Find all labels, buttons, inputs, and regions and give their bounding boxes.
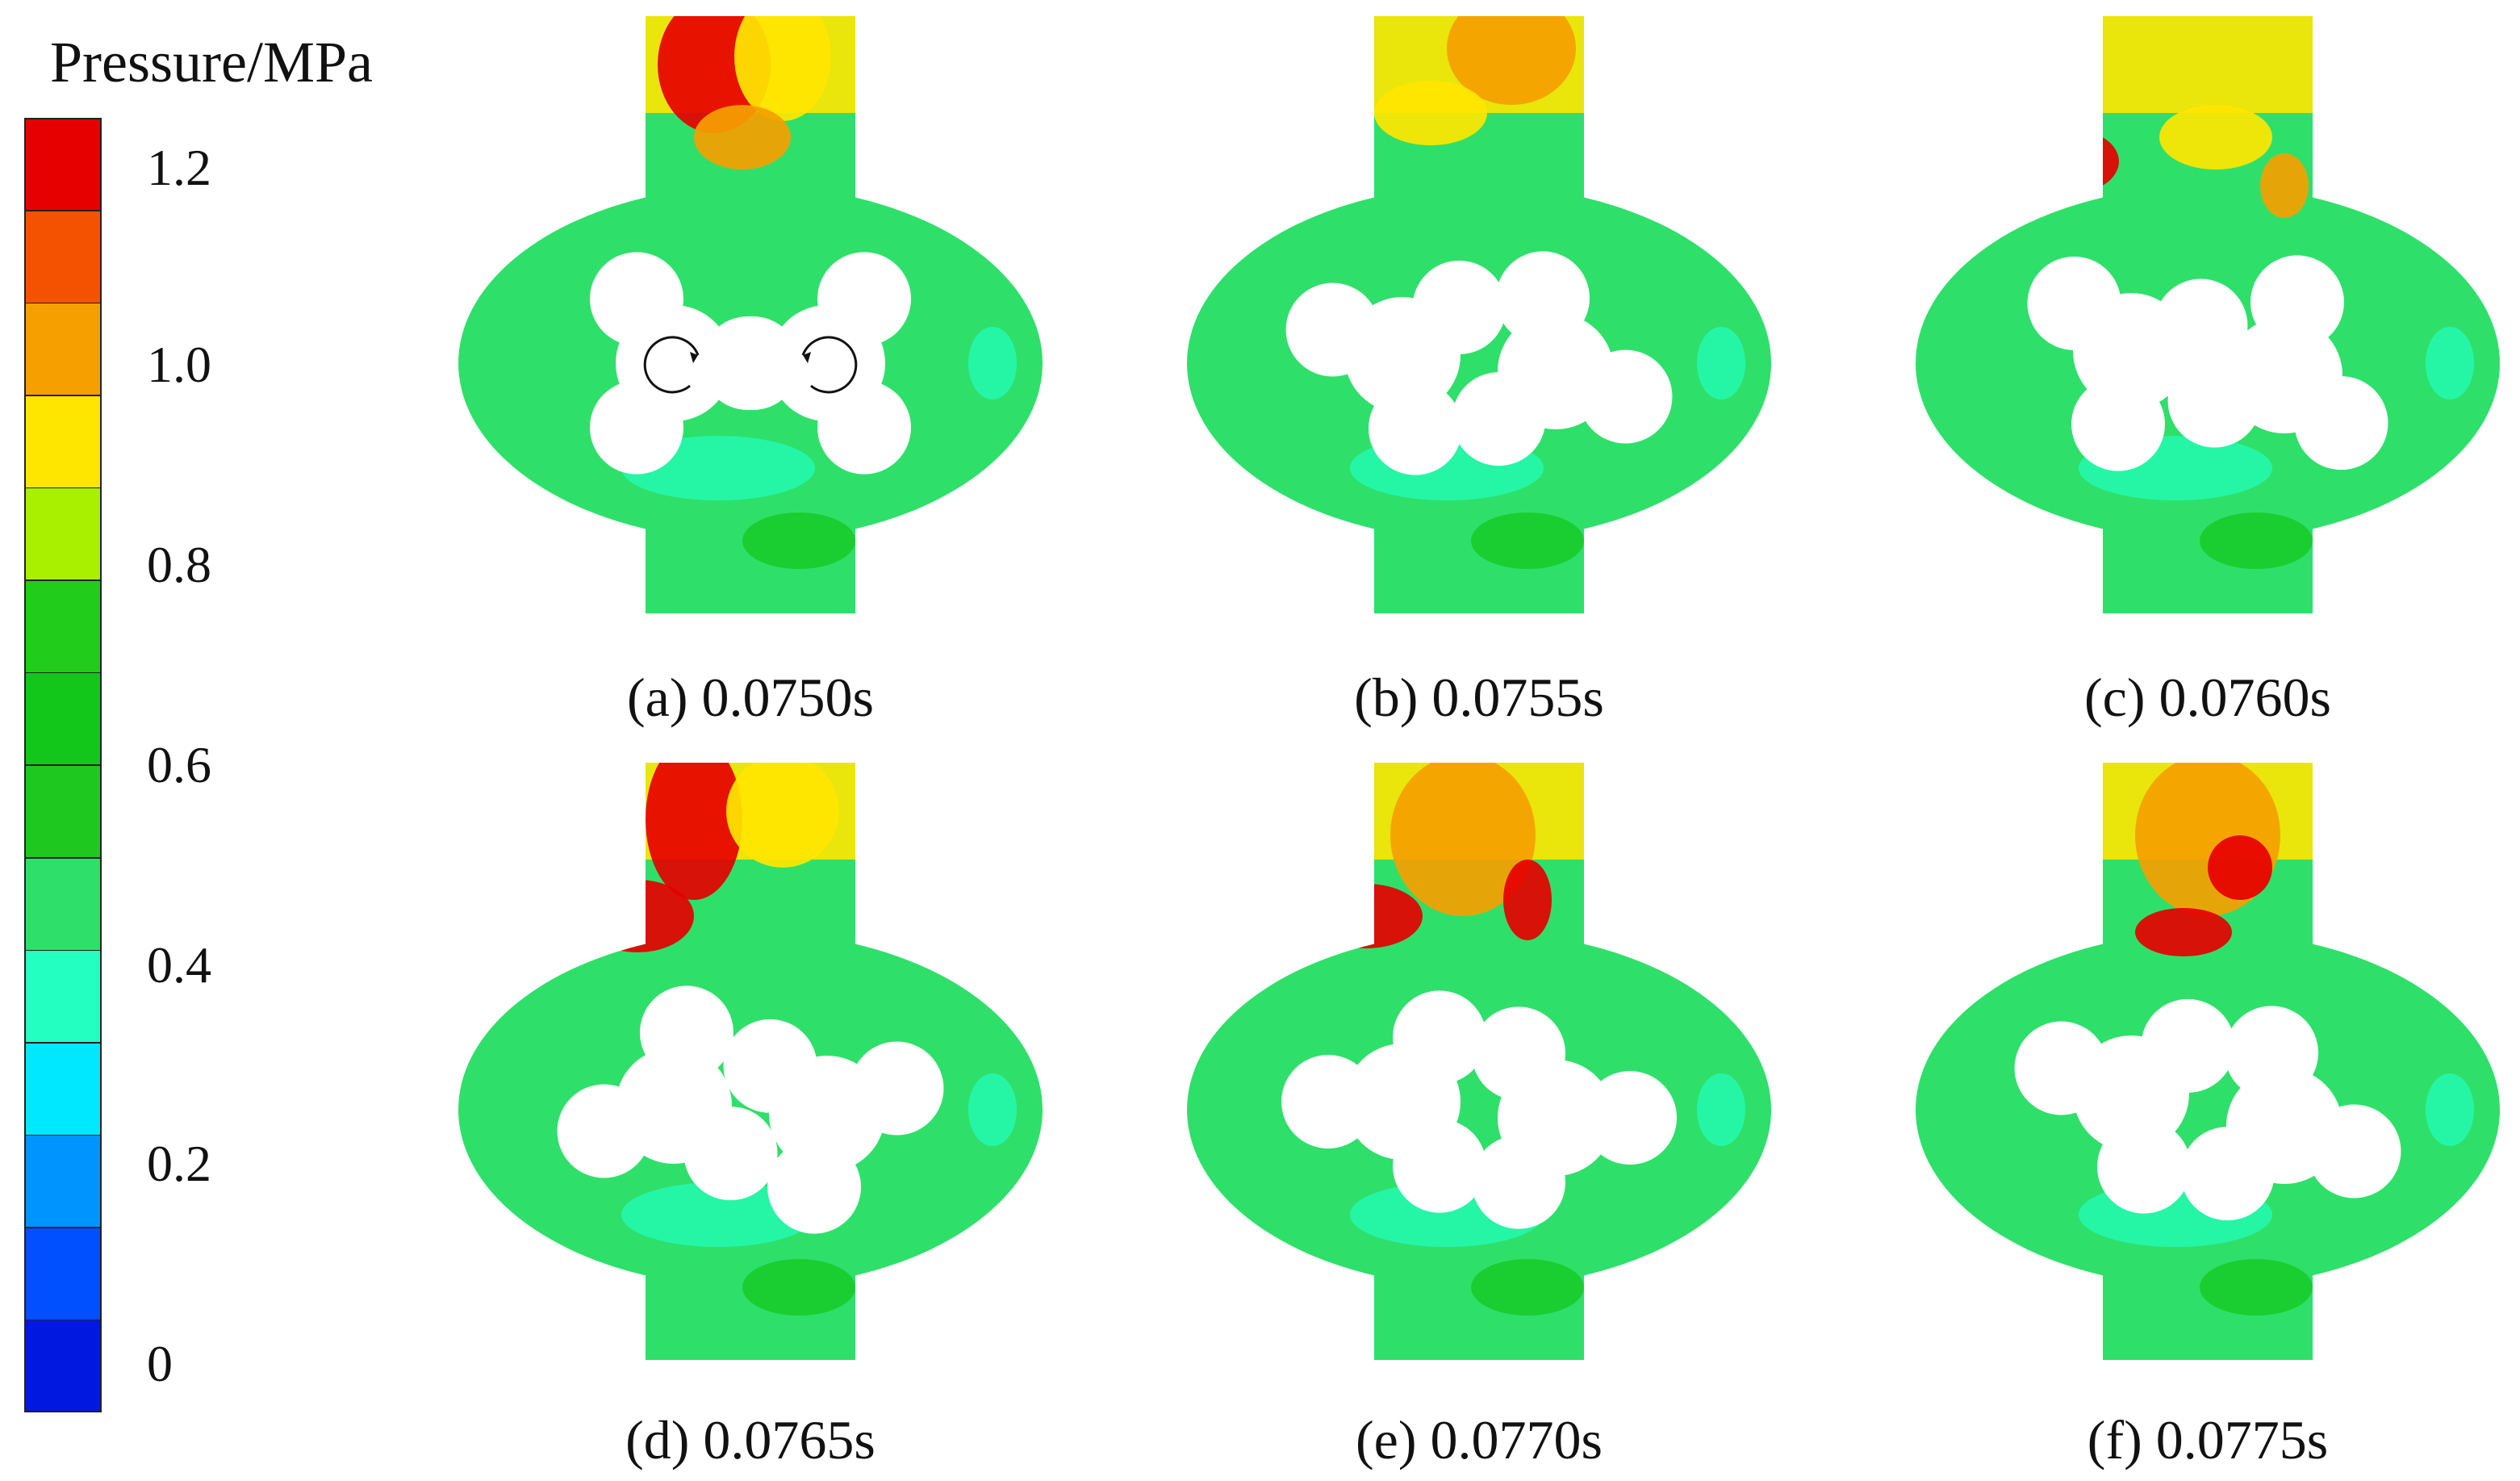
colorbar-segment <box>24 210 102 303</box>
panel-f: (f) 0.0775s <box>1909 763 2506 1471</box>
panel-b: (b) 0.0755s <box>1181 16 1778 728</box>
rotor <box>1472 1006 1677 1229</box>
pressure-contour-f <box>1916 763 2500 1360</box>
colorbar-tick: 1.2 <box>147 139 211 196</box>
colorbar-tick: 1.0 <box>147 336 211 393</box>
pressure-field <box>458 16 1043 613</box>
pressure-contour-b <box>1187 16 1771 613</box>
colorbar-segment <box>24 950 102 1044</box>
panel-caption: (f) 0.0775s <box>2087 1409 2329 1471</box>
rotor-pair <box>2027 255 2388 471</box>
colorbar-segment <box>24 857 102 951</box>
colorbar-segment <box>24 487 102 581</box>
rotor <box>1452 251 1673 466</box>
panel-c: (c) 0.0760s <box>1909 16 2506 728</box>
colorbar-segment <box>24 395 102 488</box>
panel-a: (a) 0.0750s <box>452 16 1049 728</box>
rotor-pair <box>1285 251 1673 475</box>
panel-caption: (e) 0.0770s <box>1356 1409 1603 1471</box>
rotor-pair <box>557 985 944 1234</box>
rotation-arrow-icon <box>801 336 858 394</box>
rotor <box>2014 998 2235 1214</box>
pressure-contour-d <box>458 763 1043 1360</box>
colorbar <box>24 118 102 1413</box>
rotor <box>1281 990 1486 1213</box>
colorbar-segment <box>24 672 102 766</box>
pressure-contour-a <box>458 16 1043 613</box>
panel-caption: (c) 0.0760s <box>2084 667 2331 728</box>
panel-d: (d) 0.0765s <box>452 763 1049 1471</box>
rotor <box>2167 255 2388 471</box>
rotor <box>2027 256 2248 471</box>
rotor-pair <box>590 252 911 475</box>
colorbar-segment <box>24 765 102 859</box>
rotor <box>557 985 778 1201</box>
panel-caption: (b) 0.0755s <box>1354 667 1604 728</box>
rotor <box>723 1019 944 1234</box>
colorbar-segment <box>24 1320 102 1413</box>
panel-e: (e) 0.0770s <box>1181 763 1778 1471</box>
rotor <box>706 252 911 475</box>
pressure-contour-c <box>1916 16 2500 613</box>
rotation-arrow-icon <box>643 336 700 394</box>
colorbar-tick: 0.4 <box>147 936 211 994</box>
panel-caption: (d) 0.0765s <box>625 1409 876 1471</box>
colorbar-segment <box>24 1227 102 1320</box>
colorbar-tick: 0.2 <box>147 1135 211 1192</box>
colorbar-segment <box>24 579 102 673</box>
colorbar-segment <box>24 1135 102 1228</box>
colorbar-tick: 0.6 <box>147 736 211 793</box>
colorbar-segment <box>24 303 102 396</box>
rotor <box>1285 260 1507 475</box>
colorbar-tick: 0.8 <box>147 536 211 593</box>
rotor-pair <box>1281 990 1677 1229</box>
rotor-pair <box>2014 998 2401 1221</box>
colorbar-segment <box>24 118 102 211</box>
colorbar-segment <box>24 1042 102 1136</box>
panel-caption: (a) 0.0750s <box>627 667 874 728</box>
pressure-contour-e <box>1187 763 1771 1360</box>
rotor <box>2180 1006 2401 1221</box>
legend-title: Pressure/MPa <box>50 30 373 94</box>
colorbar-tick: 0 <box>147 1335 173 1392</box>
